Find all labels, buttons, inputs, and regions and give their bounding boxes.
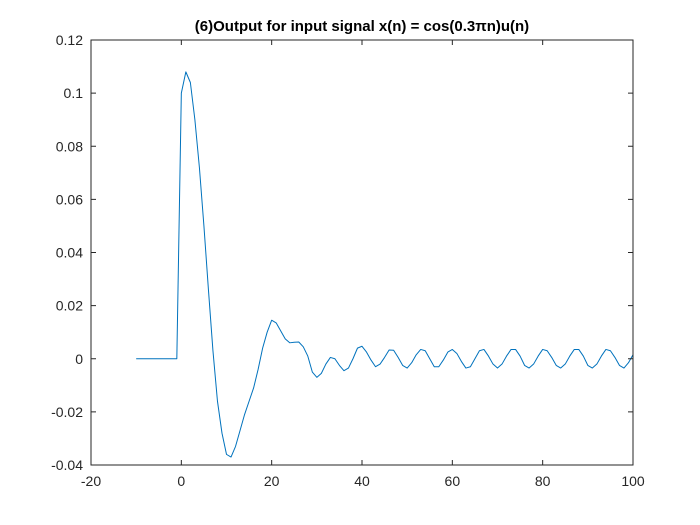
y-tick-label: 0.08 bbox=[56, 138, 83, 154]
series-layer bbox=[136, 71, 634, 458]
y-tick-label: -0.04 bbox=[51, 457, 83, 473]
y-tick-label: 0.12 bbox=[56, 32, 83, 48]
x-tick-label: 0 bbox=[177, 473, 185, 489]
y-tick-label: 0.02 bbox=[56, 298, 83, 314]
y-tick-label: 0 bbox=[75, 351, 83, 367]
chart-title: (6)Output for input signal x(n) = cos(0.… bbox=[195, 18, 529, 35]
x-tick-label: -20 bbox=[81, 473, 101, 489]
y-tick-label: -0.02 bbox=[51, 404, 83, 420]
y-tick-label: 0.04 bbox=[56, 245, 83, 261]
x-tick-label: 40 bbox=[354, 473, 370, 489]
x-tick-label: 60 bbox=[445, 473, 461, 489]
y-tick-label: 0.1 bbox=[64, 85, 84, 101]
y-tick-label: 0.06 bbox=[56, 191, 83, 207]
x-tick-label: 20 bbox=[264, 473, 280, 489]
x-tick-label: 80 bbox=[535, 473, 551, 489]
plot-background bbox=[91, 40, 633, 465]
tick-layer: -20 0 20 40 60 80 100 -0.04 -0.02 0 0.02 0.04 0.06 0.… bbox=[51, 32, 645, 489]
series-line-1 bbox=[136, 71, 634, 458]
x-tick-label: 100 bbox=[621, 473, 645, 489]
